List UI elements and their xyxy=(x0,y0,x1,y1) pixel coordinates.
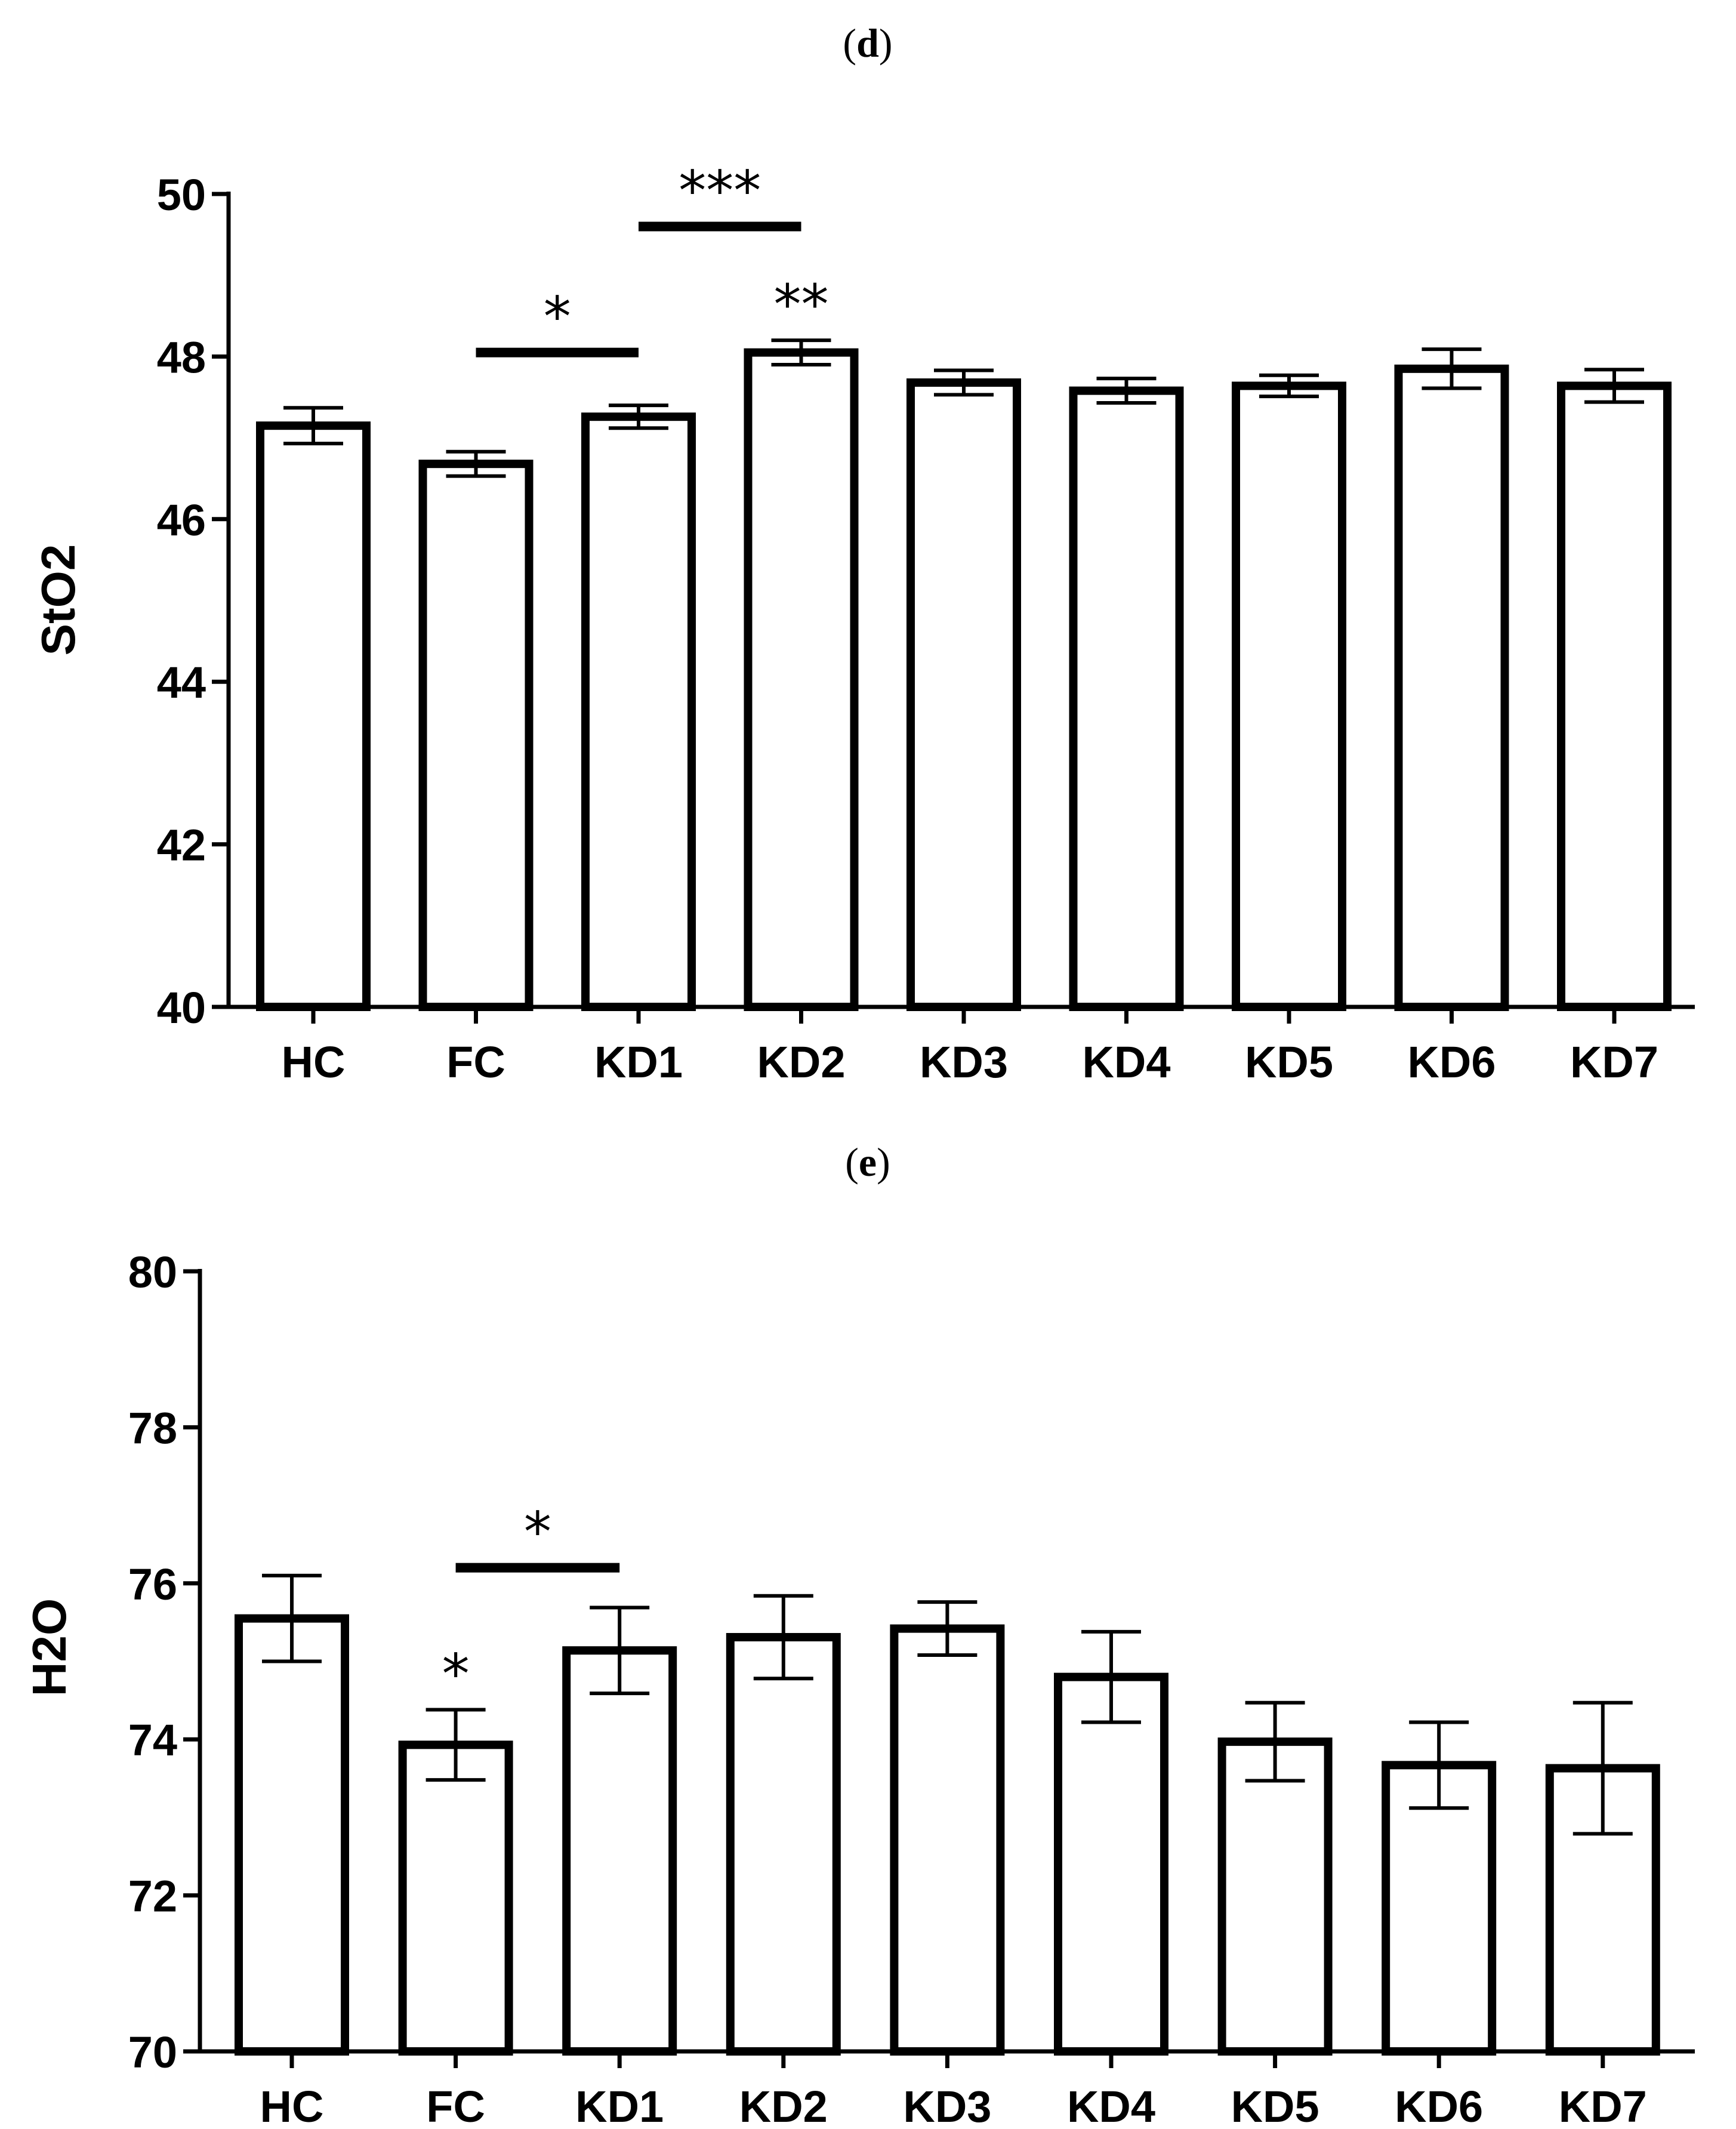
bar-kd7 xyxy=(1557,381,1672,1011)
bar-kd6 xyxy=(1394,364,1509,1012)
y-tick-label: 74 xyxy=(128,1715,177,1765)
y-tick-label: 46 xyxy=(157,495,206,545)
panel-label-d: (d) xyxy=(843,20,892,66)
y-axis-title: StO2 xyxy=(32,544,85,656)
x-tick-label-kd7: KD7 xyxy=(1559,2082,1647,2129)
y-axis-title: H2O xyxy=(23,1598,76,1697)
bar-kd1 xyxy=(562,1646,677,2056)
chart-d-stO2: 40 42 44 46 48 50 HC FC KD1 KD2 KD3 KD4 KD5 KD6 KD7 StO… xyxy=(32,159,1695,1087)
y-tick-label: 50 xyxy=(157,170,206,220)
x-tick-label-kd1: KD1 xyxy=(594,1037,683,1087)
significance-label-above-bar: * xyxy=(442,1643,470,1706)
bar-kd4 xyxy=(1054,1672,1168,2056)
y-tick-label: 48 xyxy=(157,332,206,382)
y-tick-label: 80 xyxy=(128,1247,177,1297)
x-tick-label-kd6: KD6 xyxy=(1395,2082,1483,2129)
x-tick-label-kd4: KD4 xyxy=(1067,2082,1155,2129)
bar-kd2 xyxy=(726,1632,841,2056)
x-tick-label-kd2: KD2 xyxy=(739,2082,828,2129)
bar-fc xyxy=(398,1740,513,2056)
x-tick-label-hc: HC xyxy=(282,1037,346,1087)
x-tick-label-kd6: KD6 xyxy=(1407,1037,1496,1087)
bar-kd3 xyxy=(890,1624,1005,2056)
bar-fc xyxy=(418,460,534,1011)
x-tick-label-fc: FC xyxy=(446,1037,505,1087)
y-tick-label: 72 xyxy=(128,1872,177,1921)
bar-hc xyxy=(235,1614,349,2056)
y-tick-label: 78 xyxy=(128,1403,177,1453)
x-tick-label-kd7: KD7 xyxy=(1570,1037,1658,1087)
panel-label-e: (e) xyxy=(845,1139,890,1185)
x-tick-label-kd5: KD5 xyxy=(1231,2082,1319,2129)
bar-kd5 xyxy=(1217,1737,1333,2056)
y-tick-label: 70 xyxy=(128,2028,177,2077)
bar-kd1 xyxy=(581,412,696,1011)
bar-kd3 xyxy=(906,378,1021,1011)
x-tick-label-kd5: KD5 xyxy=(1245,1037,1333,1087)
bar-kd2 xyxy=(744,348,859,1012)
significance-label: *** xyxy=(679,159,761,223)
significance-label: * xyxy=(544,285,571,349)
x-tick-label-kd3: KD3 xyxy=(903,2082,991,2129)
bar-kd4 xyxy=(1069,386,1184,1011)
x-tick-label-kd1: KD1 xyxy=(575,2082,664,2129)
significance-label-above-bar: ** xyxy=(774,273,829,337)
y-tick-label: 42 xyxy=(157,821,206,870)
y-tick-label: 76 xyxy=(128,1560,177,1609)
bar-kd5 xyxy=(1232,381,1346,1011)
x-tick-label-kd3: KD3 xyxy=(920,1037,1008,1087)
x-tick-label-hc: HC xyxy=(260,2082,324,2129)
y-tick-label: 44 xyxy=(157,658,206,707)
bar-hc xyxy=(256,421,371,1011)
chart-e-h2o: 70 72 74 76 78 80 HC FC KD1 KD2 KD3 KD4 KD5 KD6 KD7 H2O… xyxy=(23,1247,1695,2129)
x-tick-label-kd2: KD2 xyxy=(757,1037,845,1087)
x-tick-label-kd4: KD4 xyxy=(1082,1037,1170,1087)
x-tick-label-fc: FC xyxy=(426,2082,485,2129)
significance-label: * xyxy=(524,1501,551,1564)
y-tick-label: 40 xyxy=(157,983,206,1033)
